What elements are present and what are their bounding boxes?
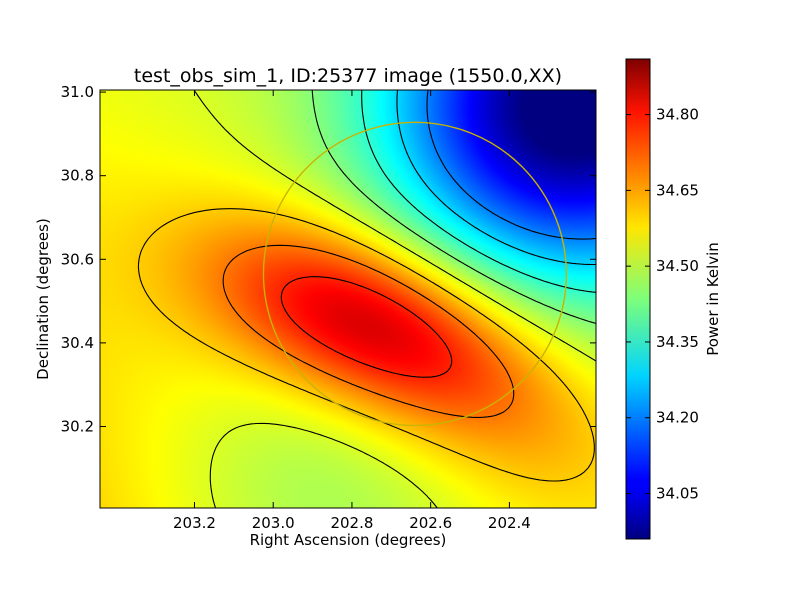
colorbar-ticks: 34.05 34.20 34.35 34.50 34.65 34.80	[626, 106, 699, 503]
colorbar-tick-label: 34.20	[656, 409, 699, 427]
x-tick-label: 202.6	[409, 514, 452, 532]
contour-lines	[137, 89, 597, 509]
chart-title: test_obs_sim_1, ID:25377 image (1550.0,X…	[134, 65, 562, 87]
colorbar-label: Power in Kelvin	[704, 242, 722, 356]
colorbar-tick-label: 34.50	[656, 257, 699, 275]
colorbar-tick-label: 34.05	[656, 485, 699, 503]
x-tick-label: 203.2	[173, 514, 216, 532]
y-tick-label: 30.2	[61, 417, 94, 435]
contour-line	[361, 89, 597, 293]
y-axis-ticks: 30.2 30.4 30.6 30.8 31.0	[61, 83, 596, 435]
y-tick-label: 30.8	[61, 167, 94, 185]
colorbar: 34.05 34.20 34.35 34.50 34.65 34.80 Power in …	[625, 58, 722, 540]
contour-line	[193, 89, 597, 509]
colorbar-tick-label: 34.65	[656, 181, 699, 199]
contour-line	[311, 89, 597, 324]
plot-area: 203.2 203.0 202.8 202.6 202.4 30.230.430.630…	[61, 83, 597, 532]
y-tick-label: 30.6	[61, 250, 94, 268]
x-tick-label: 202.4	[488, 514, 531, 532]
contour-line	[396, 89, 596, 266]
colorbar-gradient	[625, 58, 651, 540]
heatmap-image	[100, 90, 596, 508]
y-tick-label: 31.0	[61, 83, 94, 101]
y-tick-label: 30.4	[61, 334, 94, 352]
beam-circle	[262, 121, 568, 427]
x-axis-ticks: 203.2 203.0 202.8 202.6 202.4	[173, 90, 531, 532]
y-axis-label: Declination (degrees)	[34, 218, 52, 380]
colorbar-tick-label: 34.35	[656, 333, 699, 351]
contour-line	[137, 208, 595, 482]
contour-line	[222, 244, 515, 418]
x-tick-label: 202.8	[330, 514, 373, 532]
x-tick-label: 203.0	[252, 514, 295, 532]
colorbar-tick-label: 34.80	[656, 106, 699, 124]
contour-line	[426, 89, 597, 240]
contour-line	[280, 276, 453, 378]
x-axis-label: Right Ascension (degrees)	[250, 531, 447, 549]
plot-frame	[99, 89, 597, 509]
